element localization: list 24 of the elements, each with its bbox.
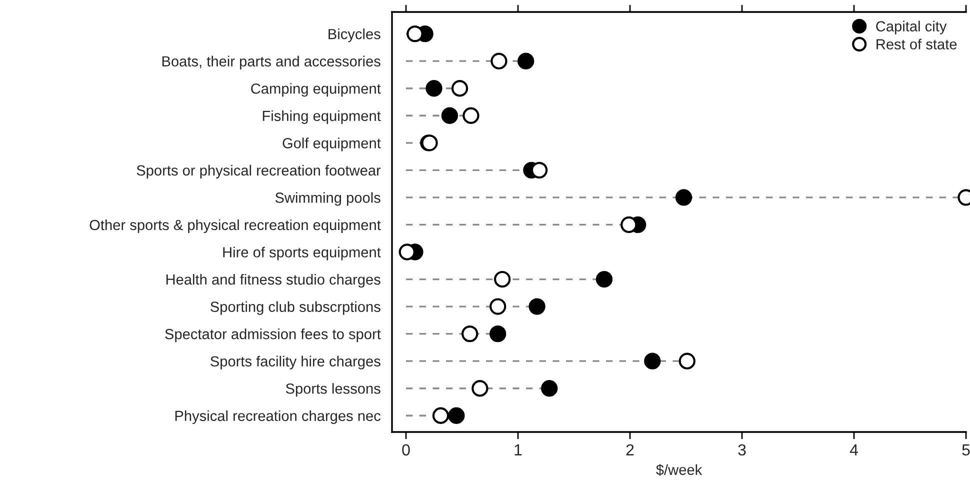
y-tick-label: Sports or physical recreation footwear (136, 164, 381, 178)
x-tick-label: 5 (962, 444, 970, 456)
x-axis-title: $/week (656, 464, 702, 476)
y-tick-label: Swimming pools (275, 192, 380, 206)
y-tick-label: Golf equipment (282, 138, 381, 152)
legend-label: Rest of state (876, 38, 957, 50)
y-tick-label: Fishing equipment (262, 110, 381, 124)
y-tick-label: Health and fitness studio charges (166, 274, 380, 288)
y-tick-label: Camping equipment (251, 83, 381, 97)
y-tick-label: Sporting club subscrptions (210, 301, 380, 315)
y-tick-label: Sports lessons (286, 383, 380, 397)
y-tick-label: Spectator admission fees to sport (165, 328, 381, 342)
y-tick-label: Hire of sports equipment (223, 246, 381, 260)
y-tick-label: Physical recreation charges nec (175, 410, 381, 424)
y-tick-label: Sports facility hire charges (210, 356, 380, 370)
x-tick-label: 1 (514, 444, 522, 456)
y-tick-label: Bicycles (328, 28, 380, 42)
x-tick-label: 0 (402, 444, 410, 456)
x-tick-label: 4 (850, 444, 858, 456)
legend-label: Capital city (876, 20, 947, 34)
x-tick-label: 3 (738, 444, 746, 456)
x-tick-label: 2 (626, 444, 634, 456)
y-tick-label: Boats, their parts and accessories (162, 56, 380, 70)
y-tick-label: Other sports & physical recreation equipment (90, 219, 381, 234)
